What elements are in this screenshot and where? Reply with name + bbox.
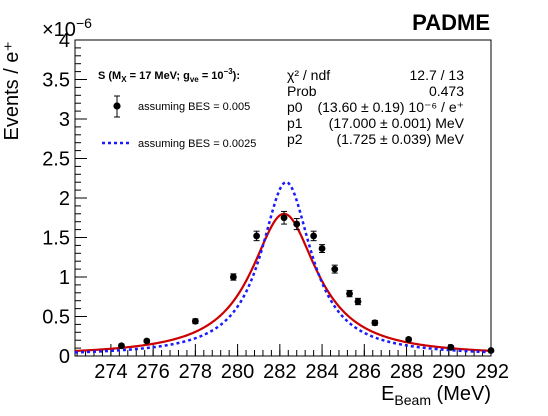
fit-stat-value: 0.473	[429, 83, 464, 99]
y-tick-label: 1.5	[42, 228, 70, 250]
legend: S (MX = 17 MeV; gve = 10−3): assuming BE…	[98, 67, 256, 150]
y-tick-label: 4	[59, 30, 70, 52]
x-axis-ticks: 274 276 278 280 282 284 286 288 290 292	[76, 344, 509, 383]
x-tick-label: 286	[348, 361, 381, 383]
data-point	[191, 317, 199, 325]
fit-stat-label: Prob	[287, 83, 317, 99]
data-point	[293, 220, 301, 228]
data-point	[280, 214, 288, 222]
x-tick-label: 282	[263, 361, 296, 383]
data-point	[331, 265, 339, 273]
fit-stat-value: 12.7 / 13	[410, 67, 465, 83]
data-point	[310, 232, 318, 240]
x-tick-label: 274	[94, 361, 127, 383]
x-tick-label: 292	[476, 361, 509, 383]
legend-entry-points: assuming BES = 0.005	[138, 101, 250, 113]
x-tick-label: 276	[136, 361, 169, 383]
legend-marker-point	[113, 102, 121, 110]
fit-stats-box: χ² / ndf 12.7 / 13 Prob 0.473 p0 (13.60 ± 0.1…	[287, 67, 465, 147]
x-tick-label: 284	[305, 361, 338, 383]
x-tick-label: 290	[432, 361, 465, 383]
fit-stat-value: (13.60 ± 0.19) 10⁻⁶ / e⁺	[317, 99, 464, 115]
data-point	[318, 245, 326, 252]
fit-stat-label: p0	[287, 99, 303, 115]
data-point	[253, 232, 261, 240]
fit-stat-value: (17.000 ± 0.001) MeV	[329, 115, 465, 131]
data-point	[371, 319, 379, 327]
y-scale-multiplier: ×10−6	[42, 15, 92, 41]
fit-stat-label: χ² / ndf	[287, 67, 330, 83]
y-tick-label: 3.5	[42, 70, 70, 92]
data-points-layer	[118, 210, 495, 354]
curves-layer	[74, 180, 492, 354]
y-tick-label: 2.5	[42, 149, 70, 171]
experiment-label: PADME	[412, 10, 490, 35]
legend-entry-dashed: assuming BES = 0.0025	[138, 138, 256, 150]
data-point	[118, 342, 125, 350]
y-tick-label: 0	[59, 346, 70, 368]
x-tick-label: 278	[179, 361, 212, 383]
y-tick-label: 2	[59, 188, 70, 210]
y-axis-ticks: 0 0.5 1 1.5 2 2.5 3 3.5 4	[42, 30, 87, 368]
fit-stat-value: (1.725 ± 0.039) MeV	[336, 131, 464, 147]
fit-stat-label: p2	[287, 131, 303, 147]
y-axis-label: Events / e⁺	[1, 41, 23, 141]
x-axis-label: EBeam (MeV)	[381, 383, 491, 408]
y-tick-label: 3	[59, 109, 70, 131]
data-point	[405, 336, 413, 343]
data-point	[346, 290, 353, 297]
fit-curve	[74, 212, 492, 353]
y-tick-label: 1	[59, 267, 70, 289]
data-point	[229, 273, 237, 281]
x-tick-label: 288	[390, 361, 423, 383]
data-point	[447, 343, 455, 351]
data-point	[354, 298, 362, 305]
x-tick-label: 280	[221, 361, 254, 383]
data-point	[487, 347, 495, 354]
y-tick-label: 0.5	[42, 307, 70, 329]
legend-title: S (MX = 17 MeV; gve = 10−3):	[98, 67, 240, 84]
data-point	[143, 337, 151, 345]
fit-stat-label: p1	[287, 115, 303, 131]
dashed-curve	[74, 180, 492, 354]
